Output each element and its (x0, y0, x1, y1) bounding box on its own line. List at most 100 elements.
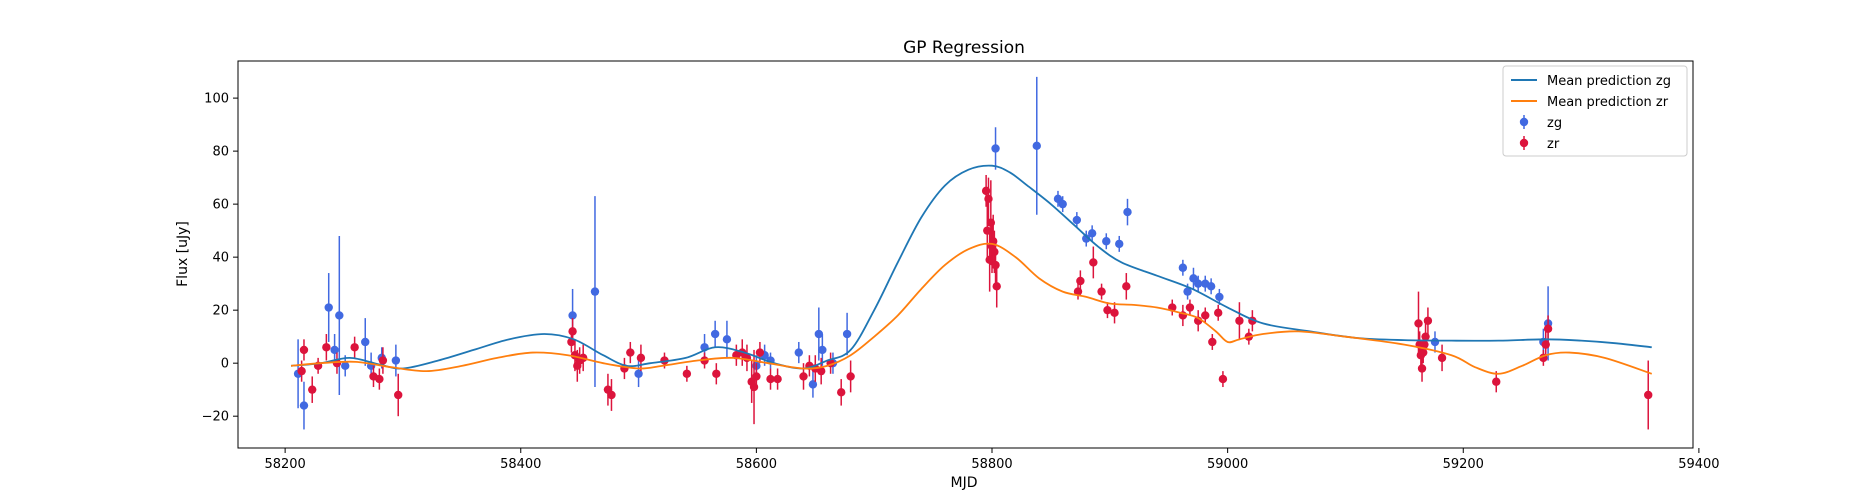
data-point (391, 356, 401, 365)
data-point (773, 374, 782, 384)
x-tick-label: 59000 (1207, 457, 1248, 472)
data-point (375, 374, 384, 384)
data-point (350, 343, 359, 352)
data-point (1032, 141, 1041, 151)
data-point (1178, 263, 1188, 272)
data-point (722, 335, 732, 344)
data-point (710, 329, 720, 339)
data-point (332, 358, 342, 368)
data-point (297, 366, 306, 376)
data-point (816, 366, 826, 376)
data-point (1115, 239, 1124, 249)
data-point (837, 388, 846, 397)
data-point (1218, 374, 1228, 384)
data-point (992, 282, 1001, 291)
data-point (1492, 377, 1501, 386)
data-point (322, 343, 331, 352)
data-point (299, 345, 309, 355)
data-point (991, 260, 1000, 270)
data-point (1430, 337, 1440, 347)
data-point (814, 329, 824, 339)
x-axis-label: MJD (951, 475, 978, 491)
data-point (335, 311, 344, 320)
data-point (1206, 282, 1216, 291)
data-point (1414, 319, 1423, 328)
data-point (1122, 282, 1131, 291)
data-point (1072, 215, 1082, 225)
data-point (1082, 234, 1091, 243)
y-tick-label: 80 (212, 145, 229, 160)
data-point (842, 329, 852, 339)
legend: Mean prediction zg Mean prediction zr zg zr (1502, 65, 1688, 157)
data-point (1541, 340, 1550, 349)
data-point (755, 348, 765, 357)
data-point (1123, 207, 1132, 217)
data-point (607, 390, 616, 400)
legend-label: zr (1547, 137, 1560, 152)
legend-marker-swatch (1519, 117, 1529, 127)
y-tick-label: 60 (212, 198, 229, 213)
data-point (846, 372, 855, 381)
data-point (1417, 364, 1427, 373)
legend-label: zg (1547, 116, 1562, 131)
data-point (1201, 311, 1210, 320)
x-tick-label: 58800 (971, 457, 1012, 472)
data-point (712, 369, 721, 378)
x-tick-label: 59400 (1678, 457, 1719, 472)
y-tick-label: 20 (212, 304, 229, 319)
data-point (1076, 276, 1085, 286)
data-point (1419, 348, 1428, 357)
data-point (634, 369, 643, 378)
data-point (341, 361, 350, 371)
data-point (1058, 199, 1067, 209)
legend-box (1502, 65, 1688, 157)
y-tick-label: −20 (202, 410, 229, 425)
data-point (1421, 332, 1430, 341)
data-point (568, 311, 577, 320)
legend-label: Mean prediction zr (1547, 95, 1669, 110)
y-tick-label: 40 (212, 251, 229, 266)
data-point (299, 401, 309, 410)
data-point (682, 369, 692, 378)
data-point (808, 380, 818, 389)
data-point (330, 345, 339, 355)
prediction-line (290, 242, 1653, 375)
data-point (1208, 337, 1217, 347)
x-tick-label: 58400 (500, 457, 541, 472)
data-point (990, 247, 999, 257)
data-point (1420, 340, 1429, 349)
legend-label: Mean prediction zg (1547, 74, 1671, 89)
data-point (799, 372, 808, 381)
data-point (991, 144, 1000, 153)
data-point (324, 303, 333, 312)
x-tick-label: 58600 (736, 457, 777, 472)
data-point (378, 356, 388, 365)
axes: 58200 58400 58600 58800 59000 59200 59400 −20 0 2… (202, 92, 1720, 472)
y-axis-label: Flux [uJy] (175, 221, 191, 287)
data-point (752, 372, 761, 381)
data-point (590, 287, 600, 296)
data-point (1103, 305, 1112, 315)
data-point (626, 348, 635, 357)
chart-title: GP Regression (903, 38, 1025, 58)
data-point (361, 337, 370, 347)
data-point (818, 345, 827, 355)
plot-frame (237, 60, 1694, 449)
data-point (1097, 287, 1106, 296)
data-point (1423, 316, 1433, 325)
data-point (1214, 308, 1223, 318)
plot-area (290, 76, 1653, 430)
x-tick-label: 58200 (264, 457, 305, 472)
y-tick-label: 100 (204, 92, 229, 107)
data-point (1110, 308, 1119, 318)
data-point (636, 353, 646, 363)
data-point (1089, 258, 1098, 267)
data-point (1644, 390, 1653, 400)
data-point (1087, 229, 1097, 238)
data-point (568, 327, 577, 336)
data-point (794, 348, 803, 357)
legend-marker-swatch (1519, 138, 1529, 148)
data-point (1193, 279, 1203, 288)
